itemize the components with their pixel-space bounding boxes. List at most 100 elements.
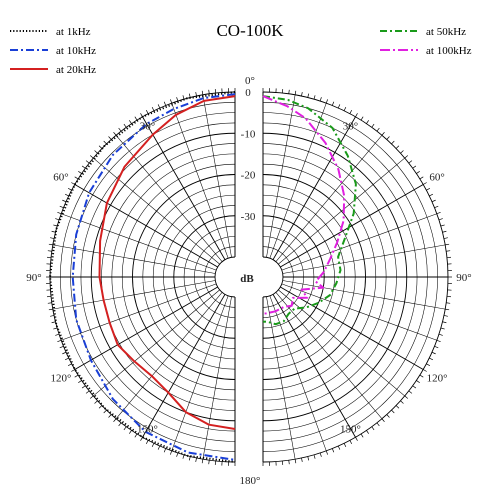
right-edge-tick: [419, 374, 424, 378]
left-edge-tick: [129, 430, 132, 434]
left-edge-tick: [103, 140, 107, 145]
left-edge-tick: [81, 165, 86, 169]
left-edge-tick: [57, 339, 62, 342]
right-edge-tick: [426, 363, 431, 367]
legend-label: at 10kHz: [56, 45, 96, 57]
left-edge-tick: [94, 150, 98, 154]
left-edge-tick: [123, 123, 127, 128]
right-edge-tick: [440, 224, 445, 227]
legend-left: at 1kHz at 10kHz at 20kHz: [10, 26, 96, 76]
db-tick-label: -10: [241, 128, 256, 140]
angle-tick-label: 90°: [456, 272, 471, 284]
right-edge-tick: [319, 452, 322, 457]
right-edge-tick: [349, 109, 353, 114]
left-edge-tick: [78, 171, 82, 174]
right-edge-tick: [446, 302, 451, 304]
left-edge-tick: [157, 445, 161, 450]
right-spoke: [266, 94, 296, 258]
left-edge-tick: [163, 448, 167, 453]
left-edge-tick: [98, 145, 103, 149]
right-edge-tick: [313, 95, 316, 100]
right-edge-tick: [436, 339, 441, 342]
right-edge-tick: [391, 409, 395, 414]
left-edge-tick: [81, 385, 86, 389]
left-edge-tick: [74, 374, 79, 378]
right-spoke: [278, 157, 405, 265]
left-edge-tick: [85, 160, 90, 164]
right-edge-tick: [431, 351, 436, 355]
right-edge-tick: [360, 116, 364, 121]
left-edge-tick: [123, 426, 127, 431]
right-edge-tick: [442, 230, 447, 233]
left-edge-tick: [145, 109, 149, 114]
right-edge-tick: [445, 243, 450, 246]
left-edge-tick: [134, 433, 138, 438]
angle-tick-label: 60°: [53, 172, 68, 184]
right-edge-tick: [288, 89, 290, 94]
left-spoke: [93, 157, 220, 265]
left-spoke: [52, 244, 216, 274]
left-edge-tick: [67, 187, 72, 191]
right-edge-tick: [325, 99, 328, 104]
left-series-0: [49, 91, 236, 463]
right-spoke: [282, 280, 446, 310]
chart-title: CO-100K: [216, 21, 284, 40]
left-spoke: [61, 283, 217, 341]
db-tick-label: -20: [241, 170, 256, 182]
left-edge-tick: [89, 155, 94, 159]
right-edge-tick: [400, 400, 404, 404]
right-edge-tick: [412, 165, 417, 169]
polar-grid: [46, 88, 452, 466]
left-edge-tick: [208, 460, 210, 465]
left-edge-tick: [145, 440, 149, 445]
left-edge-tick: [62, 199, 67, 203]
db-tick-label: -30: [241, 211, 256, 223]
angle-tick-label: 180°: [240, 475, 261, 487]
right-edge-tick: [395, 405, 400, 409]
right-edge-tick: [386, 136, 390, 140]
right-edge-tick: [445, 308, 450, 311]
right-edge-tick: [395, 145, 400, 149]
right-edge-tick: [301, 92, 303, 97]
left-spoke: [52, 280, 216, 310]
left-edge-tick: [71, 369, 75, 372]
axis-labels: 0° 30° 30° 60° 60° 90° 90° 120° 120° 150° 150° 180°…: [26, 75, 471, 487]
right-spoke: [272, 294, 356, 438]
right-edge-tick: [429, 193, 434, 197]
right-spoke: [275, 135, 383, 262]
angle-tick-label: 150°: [137, 424, 158, 436]
left-edge-tick: [55, 218, 60, 221]
right-spoke: [281, 283, 437, 341]
right-spoke: [269, 295, 327, 451]
radial-unit-label: dB: [240, 273, 254, 285]
right-edge-tick: [438, 333, 443, 336]
right-edge-tick: [313, 454, 316, 459]
left-spoke: [142, 116, 226, 260]
left-edge-tick: [188, 93, 191, 98]
left-edge-tick: [182, 95, 185, 100]
left-spoke: [202, 94, 232, 258]
left-edge-tick: [94, 400, 98, 404]
left-edge-tick: [170, 450, 173, 455]
right-edge-tick: [391, 140, 395, 145]
left-edge-tick: [176, 452, 179, 457]
left-edge-tick: [53, 327, 58, 330]
right-edge-tick: [434, 205, 439, 209]
left-edge-tick: [64, 357, 69, 361]
right-edge-tick: [404, 155, 409, 159]
left-edge-tick: [67, 363, 72, 367]
right-edge-tick: [408, 160, 413, 164]
left-edge-tick: [47, 250, 52, 252]
left-series-1: [71, 93, 236, 461]
left-edge-tick: [64, 193, 69, 197]
right-edge-tick: [301, 457, 303, 462]
right-edge-tick: [360, 433, 364, 438]
right-spoke: [282, 244, 446, 274]
right-edge-tick: [288, 460, 290, 465]
right-edge-tick: [419, 176, 424, 180]
right-edge-tick: [343, 106, 347, 111]
left-edge-tick: [151, 106, 155, 111]
legend-label: at 1kHz: [56, 26, 91, 38]
left-series-2: [98, 95, 236, 430]
